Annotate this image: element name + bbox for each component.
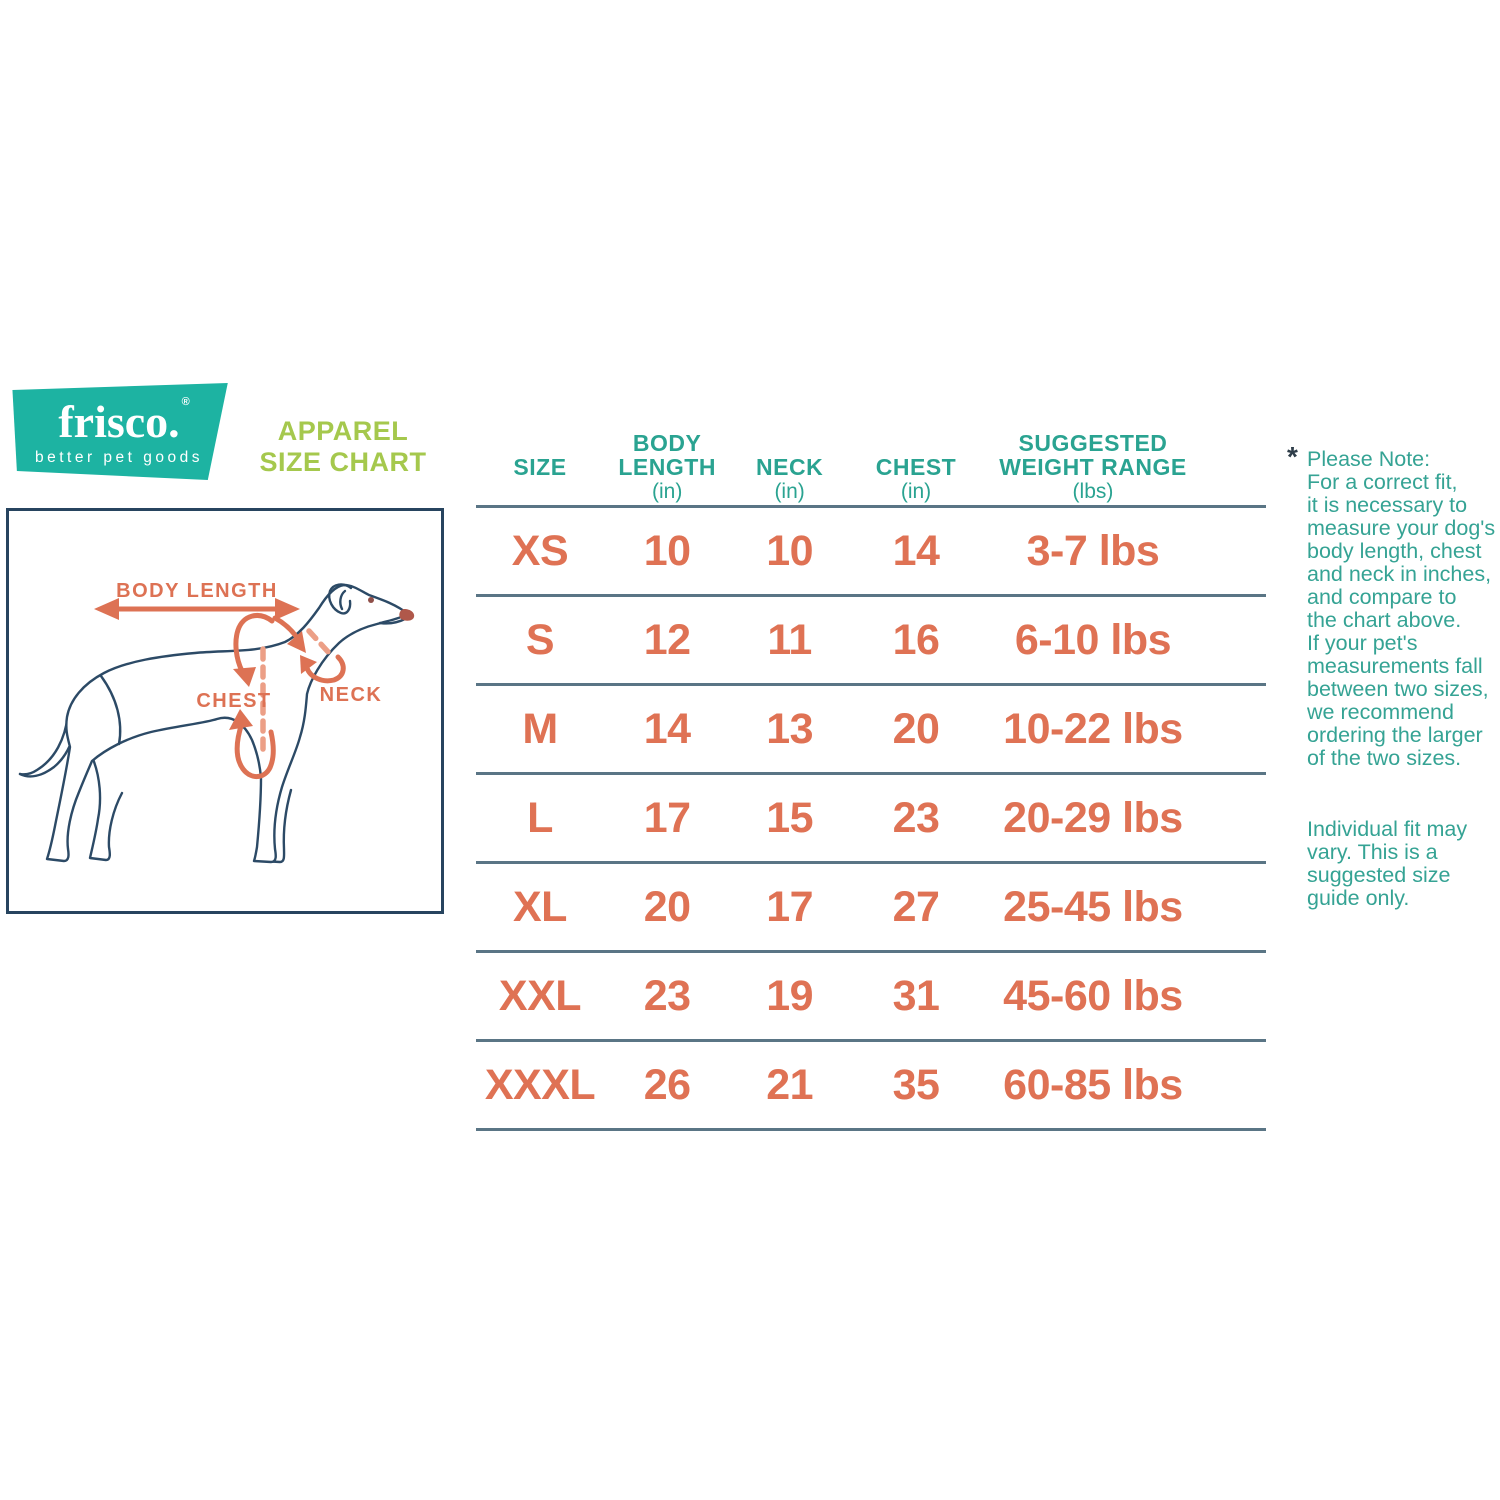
neck-value: 10 — [766, 526, 814, 575]
frisco-logo: frisco. ® better pet goods — [12, 383, 228, 480]
body-length-arrow-left — [94, 598, 119, 620]
chest-value: 23 — [892, 793, 940, 842]
table-row-xxl: XXL 23 19 31 45-60 lbs — [476, 953, 1266, 1042]
weight-value: 6-10 lbs — [1014, 615, 1172, 664]
size-table: SIZE BODY LENGTH (in) NECK (in) CHEST (i… — [476, 416, 1266, 1131]
header-chest: CHEST (in) — [875, 454, 957, 503]
weight-value: 25-45 lbs — [1003, 882, 1183, 931]
size-value: XXL — [498, 971, 582, 1020]
size-value: S — [525, 615, 555, 664]
chest-value: 16 — [892, 615, 940, 664]
dog-diagram-svg: BODY LENGTH CHEST NECK — [18, 580, 415, 864]
weight-value: 45-60 lbs — [1003, 971, 1183, 1020]
table-row-m: M 14 13 20 10-22 lbs — [476, 686, 1266, 775]
header-weight-range: SUGGESTED WEIGHT RANGE (lbs) — [999, 430, 1187, 503]
chest-value: 27 — [892, 882, 940, 931]
asterisk: * — [1287, 441, 1298, 472]
body-length-value: 23 — [643, 971, 691, 1020]
table-row-l: L 17 15 23 20-29 lbs — [476, 775, 1266, 864]
chest-value: 35 — [892, 1060, 940, 1109]
note-column: * Please Note: For a correct fit, it is … — [1287, 441, 1500, 910]
measurement-annotations: BODY LENGTH CHEST NECK — [94, 580, 383, 779]
note-paragraph-2: Individual fit may vary. This is a sugge… — [1307, 817, 1468, 910]
registered-mark: ® — [181, 396, 190, 408]
table-row-xl: XL 20 17 27 25-45 lbs — [476, 864, 1266, 953]
body-length-value: 12 — [643, 615, 691, 664]
dog-eye — [368, 597, 374, 603]
weight-value: 20-29 lbs — [1003, 793, 1183, 842]
table-row-s: S 12 11 16 6-10 lbs — [476, 597, 1266, 686]
frisco-wordmark: frisco. ® — [58, 396, 189, 447]
neck-value: 21 — [766, 1060, 814, 1109]
weight-value: 10-22 lbs — [1003, 704, 1183, 753]
page-title-line2: SIZE CHART — [259, 447, 427, 477]
size-value: M — [522, 704, 558, 753]
chest-arrow-down — [233, 667, 256, 687]
table-row-xs: XS 10 10 14 3-7 lbs — [476, 508, 1266, 597]
table-header: SIZE BODY LENGTH (in) NECK (in) CHEST (i… — [476, 416, 1266, 508]
neck-label: NECK — [320, 684, 383, 706]
neck-value: 11 — [767, 615, 812, 664]
weight-value: 3-7 lbs — [1026, 526, 1160, 575]
neck-arrow-down — [287, 631, 306, 653]
dog-nose — [399, 609, 415, 621]
chest-value: 31 — [892, 971, 940, 1020]
body-length-value: 14 — [643, 704, 691, 753]
size-value: XXXL — [484, 1060, 596, 1109]
neck-value: 15 — [766, 793, 814, 842]
body-length-arrow-right — [275, 598, 300, 620]
table-row-xxxl: XXXL 26 21 35 60-85 lbs — [476, 1042, 1266, 1131]
chest-arrow-up — [229, 709, 253, 730]
page-title: APPAREL SIZE CHART — [252, 416, 434, 478]
body-length-value: 20 — [643, 882, 691, 931]
body-length-label: BODY LENGTH — [116, 580, 278, 602]
chest-value: 14 — [892, 526, 940, 575]
size-value: XL — [513, 882, 567, 931]
header-size: SIZE — [513, 454, 567, 480]
neck-arrow-up — [300, 655, 317, 674]
chest-value: 20 — [892, 704, 940, 753]
page-title-line1: APPAREL — [277, 416, 409, 446]
note-paragraph-1: Please Note: For a correct fit, it is ne… — [1307, 447, 1496, 770]
size-value: L — [527, 793, 553, 842]
size-value: XS — [511, 526, 569, 575]
chest-label: CHEST — [196, 690, 271, 712]
body-length-value: 17 — [643, 793, 691, 842]
neck-value: 17 — [766, 882, 814, 931]
logo-text: frisco. — [58, 396, 180, 447]
header-body-length: BODY LENGTH (in) — [618, 430, 716, 503]
weight-value: 60-85 lbs — [1003, 1060, 1183, 1109]
body-length-value: 10 — [643, 526, 691, 575]
neck-value: 13 — [766, 704, 814, 753]
body-length-value: 26 — [643, 1060, 691, 1109]
dog-outline — [18, 583, 415, 864]
header-neck: NECK (in) — [756, 454, 824, 503]
dog-measurement-diagram: BODY LENGTH CHEST NECK — [6, 508, 444, 914]
neck-value: 19 — [766, 971, 814, 1020]
logo-tagline: better pet goods — [34, 449, 204, 466]
